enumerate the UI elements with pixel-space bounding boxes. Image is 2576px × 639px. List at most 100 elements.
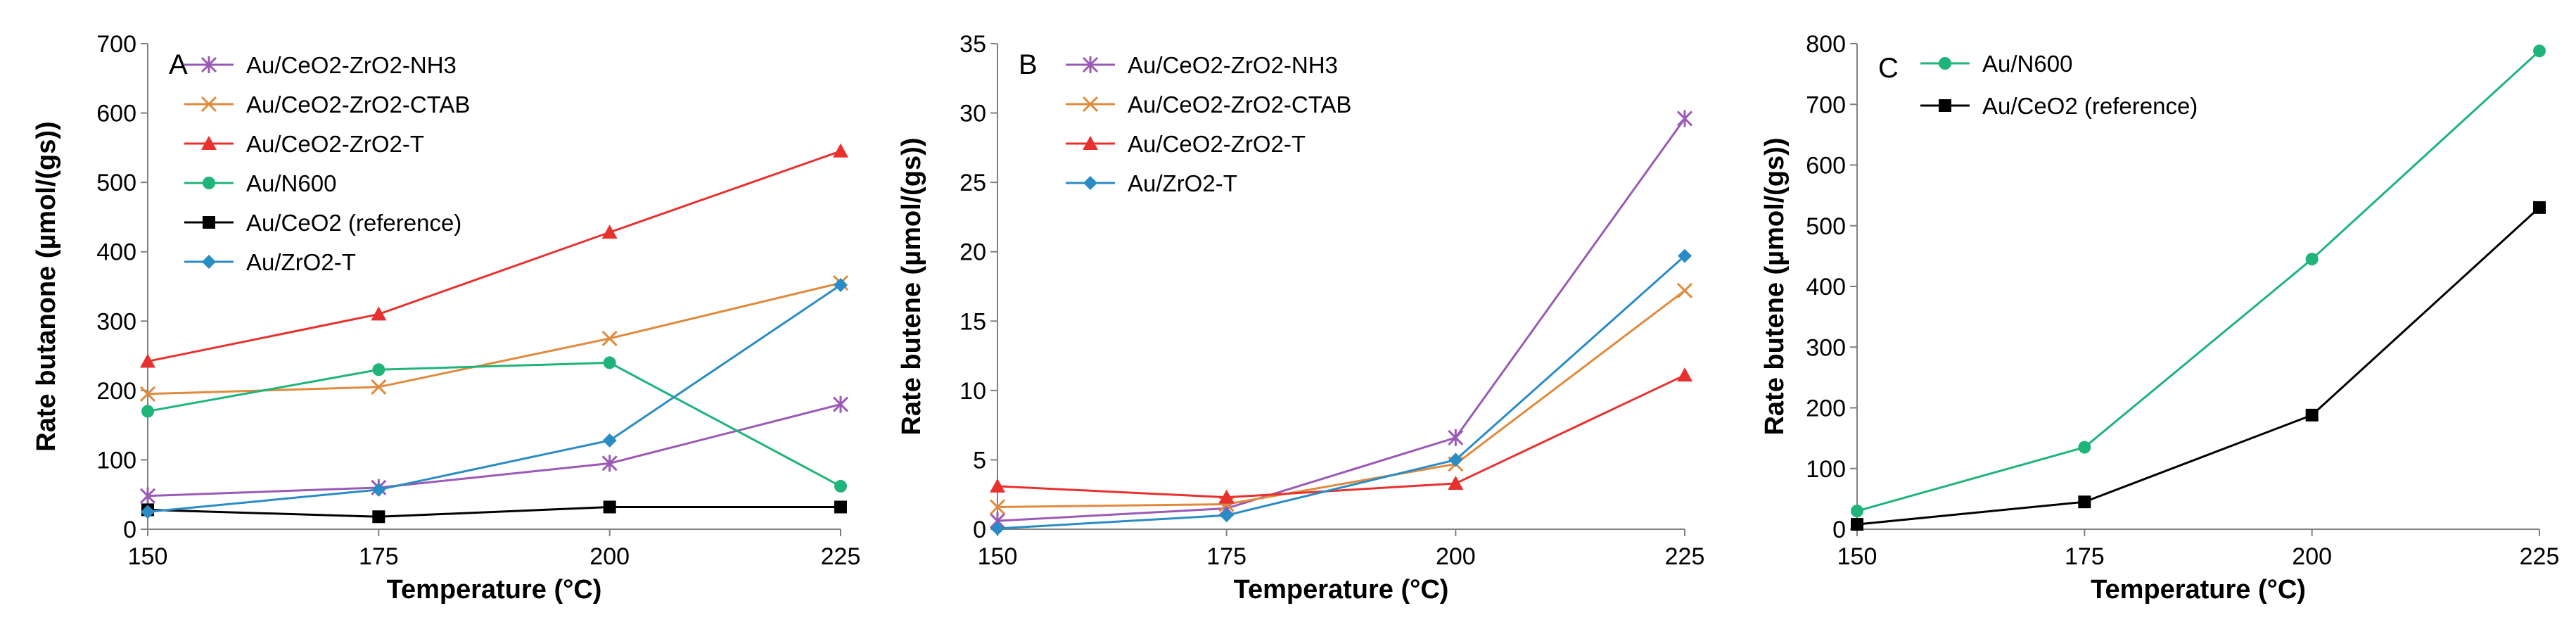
series-line bbox=[1856, 50, 2541, 512]
series-line bbox=[147, 281, 841, 396]
legend-marker bbox=[203, 216, 215, 229]
series-au-ceo2-reference bbox=[141, 500, 847, 524]
legend-marker bbox=[1939, 57, 1951, 70]
legend-marker bbox=[202, 255, 216, 269]
data-point bbox=[990, 478, 1005, 493]
y-tick-label: 0 bbox=[973, 517, 986, 543]
y-tick-label: 30 bbox=[959, 101, 986, 127]
data-point bbox=[1676, 110, 1693, 127]
data-point bbox=[1851, 505, 1863, 518]
legend-entry: Au/ZrO2-T bbox=[184, 249, 356, 275]
data-point bbox=[371, 482, 386, 497]
legend-entry: Au/CeO2-ZrO2-CTAB bbox=[184, 91, 470, 118]
y-tick-label: 0 bbox=[123, 517, 136, 543]
data-point bbox=[141, 505, 155, 519]
data-point bbox=[2305, 408, 2319, 422]
data-point bbox=[833, 143, 848, 158]
y-tick-label: 25 bbox=[959, 170, 986, 196]
y-tick-label: 700 bbox=[1806, 91, 1846, 118]
legend-entry: Au/CeO2 (reference) bbox=[184, 210, 461, 236]
legend-marker bbox=[1939, 99, 1951, 112]
data-point bbox=[139, 386, 156, 402]
y-axis-title: Rate butene (µmol/(gs)) bbox=[1760, 137, 1790, 435]
y-tick-label: 700 bbox=[96, 31, 136, 58]
legend-label: Au/CeO2-ZrO2-T bbox=[246, 131, 424, 157]
legend-entry: Au/CeO2-ZrO2-NH3 bbox=[1066, 52, 1338, 78]
series-au-ceo2-zro2-ctab bbox=[989, 282, 1693, 515]
panel-c: 0 100 200 300 400 500 600 700 800 150 175 200 225 Tem… bbox=[1760, 31, 2559, 605]
data-point bbox=[834, 278, 848, 293]
data-point bbox=[372, 363, 385, 377]
panel-letter: B bbox=[1019, 49, 1038, 80]
data-point bbox=[601, 224, 618, 239]
series-line bbox=[147, 361, 841, 488]
x-axis-title: Temperature (°C) bbox=[2091, 575, 2306, 605]
legend-marker bbox=[203, 177, 215, 189]
x-tick-label: 200 bbox=[2292, 543, 2332, 570]
y-axis-title: Rate butene (µmol/(gs)) bbox=[897, 137, 926, 435]
legend-entry: Au/CeO2-ZrO2-T bbox=[1066, 131, 1306, 157]
legend-entry: Au/CeO2 (reference) bbox=[1920, 93, 2198, 119]
panel-letter: C bbox=[1878, 53, 1899, 84]
x-tick-label: 150 bbox=[128, 543, 168, 570]
data-point bbox=[140, 353, 155, 368]
x-tick-label: 175 bbox=[1206, 543, 1246, 570]
series-line bbox=[997, 289, 1685, 508]
x-tick-label: 200 bbox=[589, 543, 630, 570]
panel-a: 0 100 200 300 400 500 600 700 150 175 200 225 Temper… bbox=[32, 31, 860, 605]
y-tick-label: 15 bbox=[959, 308, 986, 335]
legend-entry: Au/N600 bbox=[184, 170, 336, 196]
legend-label: Au/N600 bbox=[246, 170, 336, 196]
legend-entry: Au/CeO2-ZrO2-CTAB bbox=[1066, 91, 1351, 118]
data-point bbox=[834, 500, 847, 514]
series-line bbox=[997, 374, 1685, 499]
x-axis-title: Temperature (°C) bbox=[387, 575, 602, 605]
legend-marker bbox=[1082, 56, 1099, 73]
y-tick-label: 20 bbox=[959, 239, 986, 266]
data-point bbox=[2533, 201, 2546, 214]
series-line bbox=[147, 284, 841, 513]
series-line bbox=[1856, 206, 2541, 526]
x-tick-label: 150 bbox=[1837, 543, 1877, 570]
legend-marker bbox=[1083, 176, 1097, 190]
data-point bbox=[990, 521, 1005, 536]
legend-label: Au/CeO2-ZrO2-CTAB bbox=[246, 91, 470, 118]
data-point bbox=[1448, 475, 1464, 490]
y-tick-label: 35 bbox=[959, 31, 986, 58]
y-tick-label: 500 bbox=[1806, 213, 1846, 240]
data-point bbox=[1851, 518, 1863, 531]
x-tick-label: 175 bbox=[359, 543, 399, 570]
series-au-n600 bbox=[141, 356, 847, 493]
data-point bbox=[372, 510, 385, 524]
x-axis-title: Temperature (°C) bbox=[1234, 575, 1449, 605]
data-point bbox=[141, 405, 154, 418]
data-point bbox=[1448, 453, 1463, 467]
series-au-ceo2-zro2-t bbox=[140, 143, 848, 368]
y-tick-label: 600 bbox=[1806, 153, 1846, 179]
y-tick-label: 200 bbox=[96, 378, 136, 405]
x-tick-label: 225 bbox=[821, 543, 861, 570]
x-tick-label: 225 bbox=[1665, 543, 1705, 570]
legend-label: Au/CeO2-ZrO2-NH3 bbox=[1128, 52, 1338, 78]
data-point bbox=[2533, 44, 2546, 58]
x-tick-label: 175 bbox=[2065, 543, 2105, 570]
data-point bbox=[2078, 441, 2091, 454]
data-point bbox=[602, 433, 617, 448]
data-point bbox=[1676, 282, 1693, 298]
legend-entry: Au/CeO2-ZrO2-NH3 bbox=[184, 52, 457, 78]
x-tick-label: 200 bbox=[1436, 543, 1476, 570]
legend-label: Au/CeO2 (reference) bbox=[246, 210, 461, 236]
series-au-ceo2-zro2-nh3 bbox=[139, 396, 849, 505]
legend-label: Au/ZrO2-T bbox=[1128, 170, 1237, 196]
data-point bbox=[601, 330, 618, 346]
legend-marker bbox=[201, 136, 217, 150]
legend-label: Au/CeO2-ZrO2-T bbox=[1128, 131, 1306, 157]
series-line bbox=[997, 118, 1686, 522]
legend-marker bbox=[1083, 136, 1098, 150]
series-line bbox=[147, 150, 841, 362]
legend-marker bbox=[200, 56, 217, 73]
legend-label: Au/CeO2-ZrO2-CTAB bbox=[1128, 91, 1351, 118]
x-tick-label: 225 bbox=[2520, 543, 2560, 570]
legend-label: Au/N600 bbox=[1982, 51, 2072, 77]
